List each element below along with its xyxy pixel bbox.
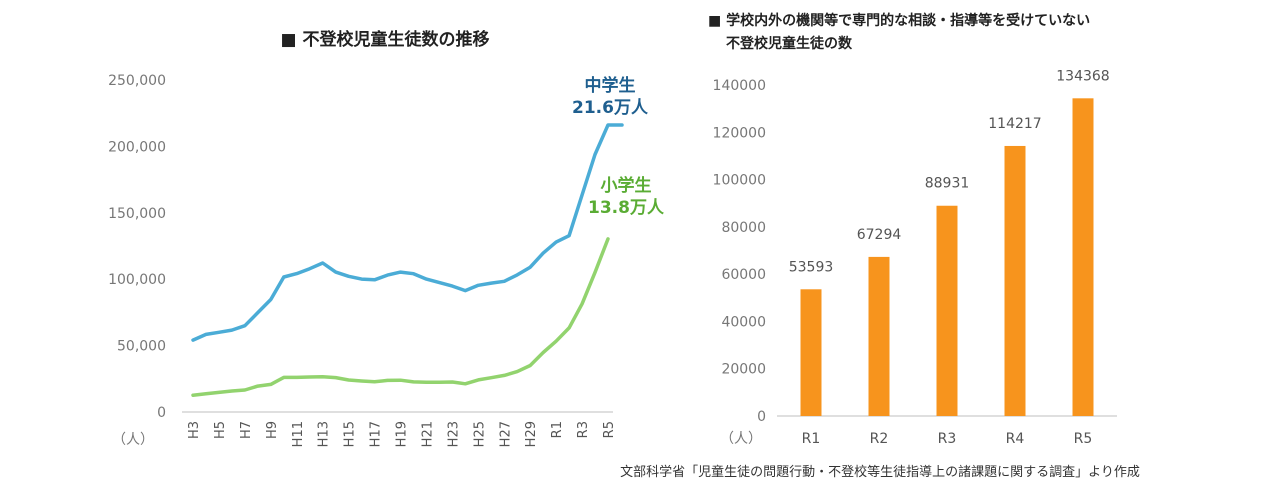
series-label-elementary-school: 小学生 13.8万人 [588, 175, 665, 218]
line-chart-unit-label: （人） [112, 432, 154, 448]
x-tick-label: R2 [870, 431, 889, 447]
series-line-elementary-school [191, 237, 610, 397]
y-tick-label: 200,000 [108, 139, 166, 155]
x-tick-label: H17 [369, 421, 384, 447]
y-tick-label: 40000 [721, 314, 766, 330]
x-tick-label: H11 [291, 421, 306, 447]
series-label-middle-school: 中学生 21.6万人 [572, 75, 649, 118]
x-tick-label: H23 [446, 421, 461, 447]
x-tick-label: H29 [524, 421, 539, 447]
y-tick-label: 0 [157, 405, 166, 421]
bar-value-label: 67294 [857, 227, 902, 243]
line-chart: ■ 不登校児童生徒数の推移 250,000 200,000 150,000 100,0… [108, 29, 665, 448]
y-tick-label: 100000 [713, 173, 766, 189]
x-tick-label: H25 [472, 421, 487, 447]
bar-value-label: 88931 [925, 176, 970, 192]
bar-value-label: 134368 [1056, 68, 1109, 84]
y-tick-label: 20000 [721, 362, 766, 378]
x-tick-label: H27 [498, 421, 513, 447]
y-tick-label: 0 [757, 409, 766, 425]
bar-R3 [936, 205, 958, 416]
x-tick-label: H7 [239, 421, 254, 439]
x-tick-label: R5 [602, 421, 617, 438]
bar-value-label: 114217 [988, 116, 1041, 132]
elementary-school-label: 小学生 [601, 175, 652, 196]
x-tick-label: H13 [317, 421, 332, 447]
bar-chart-title-line1: ■ 学校内外の機関等で専門的な相談・指導等を受けていない [708, 12, 1090, 29]
x-tick-label: H5 [213, 421, 228, 439]
x-tick-label: R1 [550, 421, 565, 438]
source-note: 文部科学省「児童生徒の問題行動・不登校等生徒指導上の諸課題に関する調査」より作成 [620, 464, 1140, 480]
y-tick-label: 80000 [721, 220, 766, 236]
line-chart-title: ■ 不登校児童生徒数の推移 [281, 29, 490, 50]
y-tick-label: 120000 [713, 125, 766, 141]
x-tick-label: R5 [1074, 431, 1093, 447]
x-tick-label: R3 [938, 431, 957, 447]
bar-chart-title-line2: 不登校児童生徒の数 [726, 35, 853, 52]
series-line-middle-school [191, 123, 624, 342]
x-tick-label: R3 [576, 421, 591, 438]
bar-R4 [1004, 145, 1026, 416]
bar-chart: ■ 学校内外の機関等で専門的な相談・指導等を受けていない 不登校児童生徒の数 1… [708, 12, 1117, 447]
x-tick-label: H3 [187, 421, 202, 439]
elementary-school-total: 13.8万人 [588, 198, 665, 218]
y-tick-label: 50,000 [117, 339, 166, 355]
bar-R1 [800, 289, 822, 416]
bar-value-label: 53593 [789, 259, 834, 275]
middle-school-total: 21.6万人 [572, 98, 649, 118]
middle-school-label: 中学生 [585, 75, 636, 96]
x-tick-label: R4 [1006, 431, 1025, 447]
x-tick-label: H9 [265, 421, 280, 439]
y-tick-label: 60000 [721, 267, 766, 283]
y-tick-label: 250,000 [108, 73, 166, 89]
y-tick-label: 100,000 [108, 272, 166, 288]
x-tick-label: H19 [395, 421, 410, 447]
x-tick-label: H21 [420, 421, 435, 447]
y-tick-label: 150,000 [108, 206, 166, 222]
bar-R2 [868, 256, 890, 416]
y-tick-label: 140000 [713, 78, 766, 94]
x-tick-label: H15 [343, 421, 358, 447]
bar-chart-unit-label: （人） [720, 431, 762, 447]
x-tick-label: R1 [802, 431, 821, 447]
bar-R5 [1072, 98, 1094, 416]
